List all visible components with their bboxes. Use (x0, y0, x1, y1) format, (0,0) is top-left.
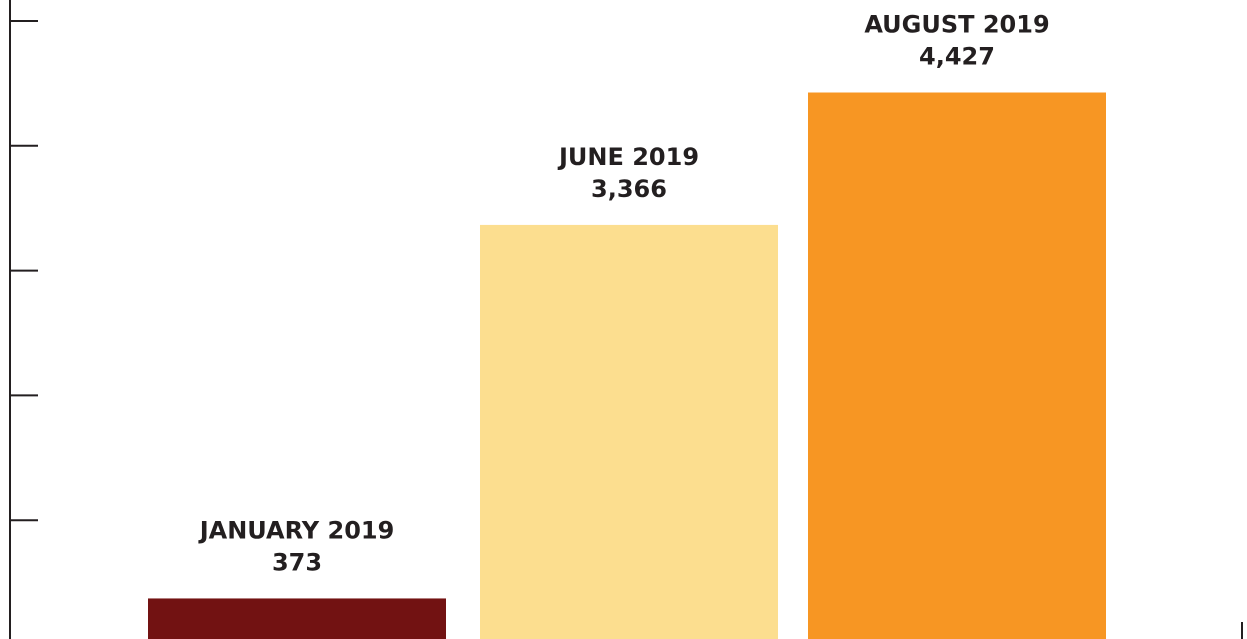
y-axis (9, 0, 1243, 639)
bar-category-label: JUNE 2019 (557, 143, 699, 171)
bar-category-label: JANUARY 2019 (198, 516, 395, 544)
bar (808, 92, 1106, 639)
data-labels: JANUARY 2019 373 JUNE 2019 3,366 AUGUST 2019… (198, 11, 1050, 577)
bars (148, 92, 1106, 639)
bar (480, 224, 778, 639)
bar-value-label: 373 (272, 548, 322, 576)
bar-value-label: 3,366 (591, 175, 667, 203)
bar (148, 598, 446, 639)
bar-category-label: AUGUST 2019 (864, 11, 1049, 39)
bar-value-label: 4,427 (919, 43, 995, 71)
